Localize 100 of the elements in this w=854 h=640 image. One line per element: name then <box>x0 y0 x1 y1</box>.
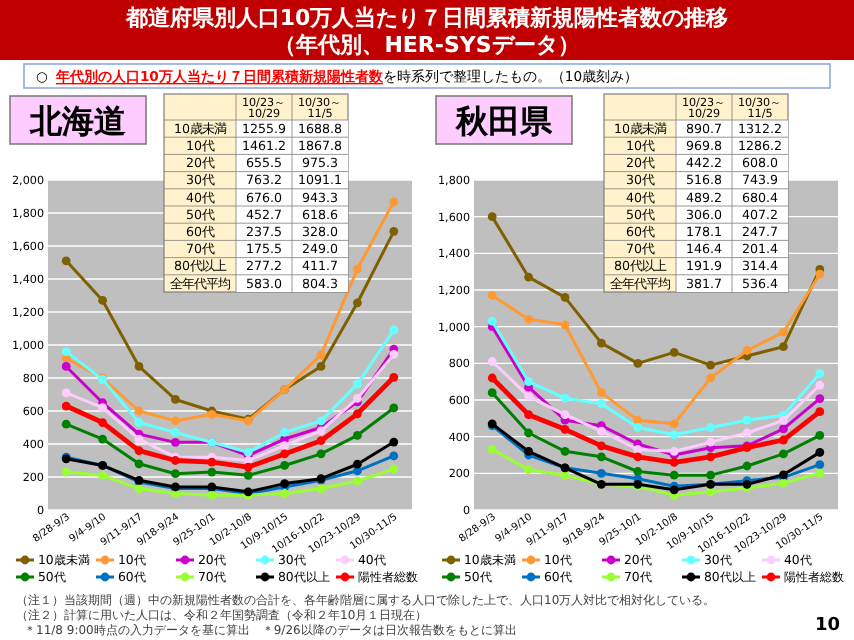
point <box>597 426 606 436</box>
point <box>61 362 71 371</box>
point <box>98 470 107 480</box>
point <box>207 467 217 477</box>
point <box>633 358 643 368</box>
point <box>61 419 71 429</box>
point <box>134 446 144 455</box>
point <box>669 347 679 357</box>
chart-title: 秋田県 <box>454 102 554 140</box>
point <box>316 350 326 360</box>
point <box>742 415 752 425</box>
point <box>815 394 825 403</box>
point <box>487 445 497 454</box>
point <box>316 416 326 426</box>
point <box>487 357 497 366</box>
point <box>316 436 326 446</box>
point <box>389 349 399 359</box>
point <box>742 428 752 438</box>
point <box>353 379 362 389</box>
point <box>389 451 399 461</box>
point <box>134 418 144 427</box>
point <box>742 461 752 471</box>
point <box>207 490 217 500</box>
point <box>706 470 715 480</box>
point <box>61 256 71 266</box>
point <box>61 347 71 356</box>
point <box>560 320 570 330</box>
point <box>353 409 362 419</box>
point <box>280 428 289 437</box>
point <box>560 292 570 302</box>
point <box>280 461 289 470</box>
point <box>706 452 715 462</box>
text: 都道府県別人口10万人当たり７日間累積新規陽性者数の推移 <box>123 5 729 31</box>
point <box>560 393 570 403</box>
point <box>134 459 144 469</box>
point <box>134 434 144 444</box>
point <box>98 434 107 444</box>
text: （年代別、HER-SYSデータ） <box>274 32 580 58</box>
point <box>389 325 399 335</box>
point <box>487 291 497 300</box>
point <box>706 373 715 383</box>
point <box>353 476 362 486</box>
point <box>815 447 825 457</box>
point <box>669 470 679 480</box>
point <box>597 399 606 409</box>
point <box>633 452 643 462</box>
point <box>171 395 180 404</box>
point <box>779 424 788 434</box>
point <box>560 446 570 456</box>
point <box>815 380 825 390</box>
point <box>524 377 533 387</box>
point <box>134 406 144 416</box>
point <box>779 415 788 425</box>
point <box>597 338 606 348</box>
point <box>524 465 533 475</box>
point <box>633 467 643 476</box>
point <box>815 460 825 469</box>
point <box>524 314 533 324</box>
point <box>389 437 399 447</box>
point <box>779 327 788 337</box>
point <box>742 346 752 355</box>
point <box>779 449 788 459</box>
point <box>524 410 533 420</box>
point <box>98 403 107 413</box>
point <box>524 391 533 401</box>
point <box>633 423 643 432</box>
point <box>171 437 180 447</box>
point <box>815 369 825 379</box>
point <box>61 467 71 477</box>
point <box>524 272 533 282</box>
point <box>815 407 825 417</box>
point <box>779 435 788 445</box>
point <box>597 388 606 398</box>
point <box>243 470 253 480</box>
point <box>633 445 643 454</box>
point <box>779 478 788 488</box>
point <box>353 264 362 274</box>
point <box>779 342 788 352</box>
point <box>669 430 679 440</box>
point <box>207 457 217 467</box>
point <box>560 410 570 420</box>
point <box>171 469 180 479</box>
point <box>134 362 144 371</box>
point <box>316 449 326 459</box>
point <box>815 269 825 279</box>
point <box>389 372 399 382</box>
point <box>353 459 362 469</box>
point <box>560 424 570 434</box>
point <box>487 212 497 222</box>
point <box>243 462 253 472</box>
point <box>171 416 180 426</box>
point <box>280 449 289 459</box>
point <box>389 197 399 207</box>
point <box>487 373 497 383</box>
chart-title: 北海道 <box>28 102 128 140</box>
point <box>487 388 497 398</box>
point <box>487 316 497 326</box>
point <box>61 388 71 398</box>
point <box>389 464 399 474</box>
text: 10 <box>814 616 840 636</box>
